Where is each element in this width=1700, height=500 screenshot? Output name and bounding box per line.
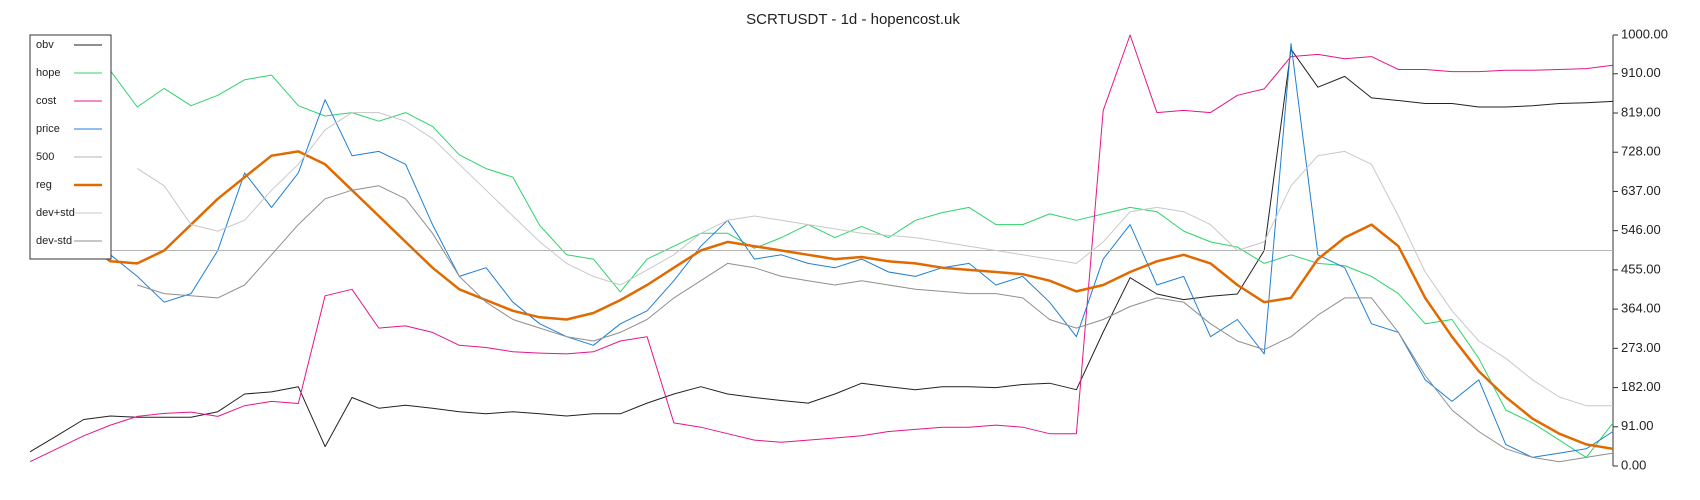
series-line <box>137 185 1614 463</box>
y-tick-label: 91.00 <box>1621 418 1654 433</box>
legend-label: 500 <box>36 151 54 163</box>
y-tick-label: 637.00 <box>1621 183 1661 198</box>
legend-label: hope <box>36 67 60 79</box>
legend-box <box>29 34 112 260</box>
y-tick-label: 182.00 <box>1621 379 1661 394</box>
legend-label: obv <box>36 39 54 51</box>
legend-label: reg <box>36 179 52 191</box>
chart-title: SCRTUSDT - 1d - hopencost.uk <box>746 11 960 28</box>
series-line <box>29 150 1614 451</box>
y-tick-label: 0.00 <box>1621 457 1646 472</box>
legend-label: dev+std <box>36 207 75 219</box>
legend-label: dev-std <box>36 235 72 247</box>
y-tick-label: 546.00 <box>1621 222 1661 237</box>
y-tick-label: 455.00 <box>1621 261 1661 276</box>
series-line <box>110 70 1614 458</box>
series-line <box>137 112 1613 407</box>
series-line <box>29 48 1614 453</box>
y-tick-label: 728.00 <box>1621 144 1661 159</box>
y-tick-label: 1000.00 <box>1621 26 1668 41</box>
y-tick-label: 364.00 <box>1621 301 1661 316</box>
y-tick-label: 273.00 <box>1621 340 1661 355</box>
legend: obv hope cost price 500 reg dev+std dev-std <box>29 34 112 260</box>
legend-label: price <box>36 123 60 135</box>
y-tick-label: 819.00 <box>1621 104 1661 119</box>
y-tick-label: 910.00 <box>1621 65 1661 80</box>
series-line <box>110 43 1614 458</box>
series-line <box>29 34 1614 463</box>
legend-label: cost <box>36 95 56 107</box>
